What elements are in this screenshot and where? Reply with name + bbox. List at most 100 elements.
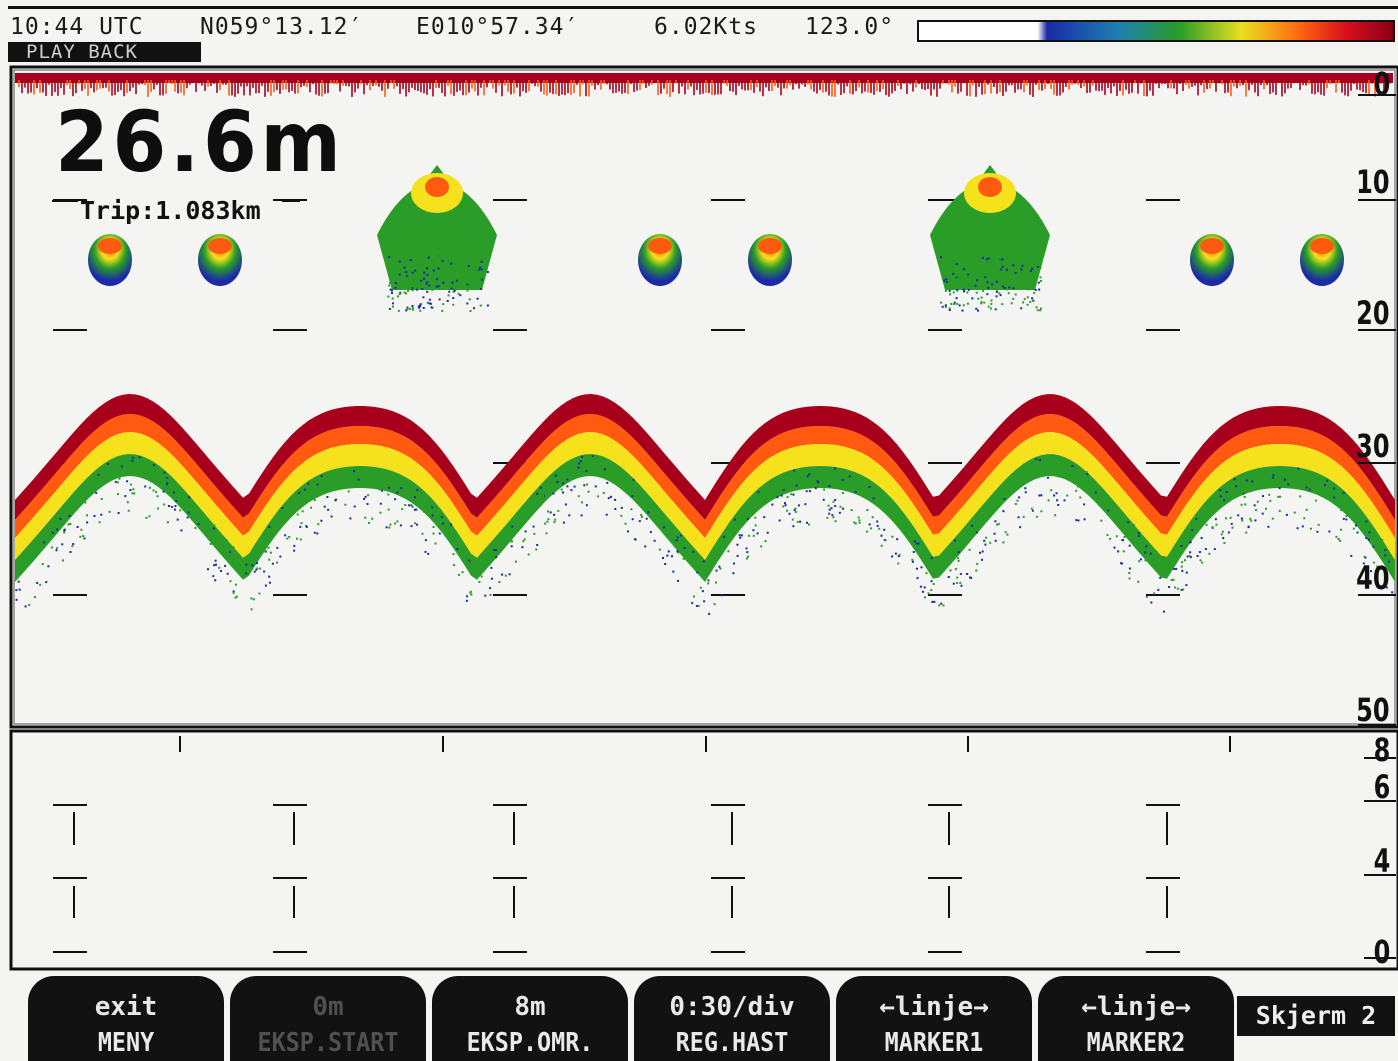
surface-speck [669, 80, 671, 97]
echo-speck [251, 564, 254, 567]
surface-speck [915, 80, 917, 88]
surface-speck [765, 80, 767, 88]
echo-speck [832, 500, 835, 503]
school-speck [458, 260, 461, 263]
softkey-marker2[interactable]: ←linje→ MARKER2 [1038, 976, 1234, 1061]
echo-speck [1278, 487, 1281, 490]
echo-speck [912, 551, 915, 553]
echo-speck [435, 521, 438, 524]
echo-speck [434, 542, 437, 545]
surface-speck [1080, 80, 1082, 89]
softkey-exit-meny[interactable]: exit MENY [28, 976, 224, 1061]
upper-pane-frame [9, 65, 1398, 729]
echo-speck [1120, 562, 1123, 565]
softkey-eksp-start[interactable]: 0m EKSP.START [230, 976, 426, 1061]
softkey-marker1[interactable]: ←linje→ MARKER1 [836, 976, 1032, 1061]
echo-speck [229, 580, 232, 583]
echo-speck [997, 522, 1000, 525]
surface-speck [471, 80, 473, 89]
surface-speck [1248, 80, 1250, 91]
echo-speck [407, 504, 410, 507]
echo-speck [1175, 567, 1178, 570]
echo-speck [1362, 562, 1365, 565]
school-speck [426, 290, 429, 293]
echo-speck [410, 525, 413, 528]
echo-speck [1057, 504, 1060, 506]
echo-speck [28, 604, 31, 606]
echo-speck [514, 560, 517, 563]
school-speck [973, 256, 976, 258]
echo-speck [1077, 485, 1080, 488]
echo-speck [1356, 531, 1359, 534]
echo-speck [1002, 510, 1005, 513]
echo-speck [606, 481, 609, 484]
echo-speck [644, 545, 647, 548]
surface-speck [1176, 80, 1178, 95]
echo-speck [132, 488, 135, 491]
echo-speck [793, 509, 796, 511]
surface-speck [336, 80, 338, 85]
softkey-reg-hast[interactable]: 0:30/div REG.HAST [634, 976, 830, 1061]
surface-speck [1146, 80, 1148, 97]
surface-speck [393, 80, 395, 89]
school-core [1200, 238, 1224, 254]
echo-speck [284, 534, 287, 537]
echo-speck [1205, 523, 1208, 526]
surface-speck [810, 80, 812, 90]
surface-speck [360, 80, 362, 84]
school-speck [963, 268, 966, 271]
school-speck [1020, 274, 1023, 277]
school-speck [1006, 288, 1009, 291]
echo-speck [1262, 495, 1264, 498]
surface-speck [432, 80, 434, 97]
surface-speck [678, 80, 680, 94]
echo-speck [722, 535, 725, 538]
echo-speck [814, 487, 817, 490]
surface-speck [1035, 80, 1037, 85]
school-speck [447, 270, 450, 273]
school-speck [1023, 274, 1026, 277]
echo-speck [179, 509, 182, 512]
surface-speck [1077, 80, 1079, 85]
surface-speck [789, 80, 791, 86]
surface-speck [1095, 80, 1097, 91]
softkey-eksp-omr[interactable]: 8m EKSP.OMR. [432, 976, 628, 1061]
school-speck [1039, 280, 1042, 282]
surface-speck [1224, 80, 1226, 94]
surface-speck [267, 80, 269, 92]
school-speck [388, 284, 391, 287]
echo-speck [1145, 545, 1148, 548]
surface-speck [468, 80, 470, 93]
school-speck [397, 295, 399, 298]
echo-speck [213, 524, 216, 527]
surface-speck [1065, 80, 1067, 87]
echo-speck [697, 604, 700, 607]
surface-speck [1203, 80, 1205, 93]
school-speck [461, 268, 464, 270]
school-speck [981, 267, 984, 270]
surface-speck [1389, 80, 1391, 84]
echo-speck [915, 542, 918, 545]
echo-speck [900, 525, 903, 528]
surface-speck [519, 80, 521, 97]
school-speck [948, 289, 951, 292]
echo-speck [56, 547, 58, 550]
surface-speck [699, 80, 701, 95]
school-speck [1008, 286, 1011, 289]
echo-speck [508, 573, 511, 576]
surface-speck [108, 80, 110, 92]
surface-speck [219, 80, 221, 90]
surface-speck [756, 80, 758, 88]
screen-selector-button[interactable]: Skjerm 2 [1237, 996, 1395, 1036]
echo-speck [1187, 534, 1190, 537]
school-speck [1002, 285, 1005, 288]
echo-speck [562, 521, 565, 524]
school-speck [468, 261, 471, 264]
school-speck [390, 289, 393, 292]
echo-speck [898, 553, 901, 556]
school-speck [1038, 263, 1041, 266]
surface-speck [996, 80, 998, 94]
echo-speck [596, 474, 599, 477]
echo-speck [653, 518, 656, 521]
echo-speck [971, 524, 974, 527]
